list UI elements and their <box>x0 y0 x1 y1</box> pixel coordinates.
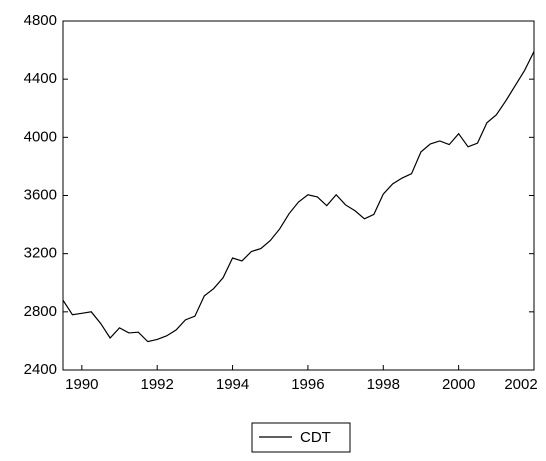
y-tick-label: 2800 <box>24 303 57 320</box>
y-tick-label: 3600 <box>24 186 57 203</box>
x-tick-label: 2002 <box>504 376 537 393</box>
x-tick-label: 1990 <box>65 376 98 393</box>
y-tick-label: 4400 <box>24 70 57 87</box>
y-tick-label: 3200 <box>24 245 57 262</box>
x-tick-label: 1998 <box>367 376 400 393</box>
y-tick-label: 4000 <box>24 128 57 145</box>
x-tick-label: 1996 <box>291 376 324 393</box>
y-tick-label: 2400 <box>24 361 57 378</box>
legend-label: CDT <box>300 429 331 446</box>
x-tick-label: 1994 <box>216 376 249 393</box>
series-line <box>62 51 535 343</box>
plot-frame <box>62 20 535 371</box>
x-tick-label: 2000 <box>442 376 475 393</box>
y-tick-label: 4800 <box>24 12 57 29</box>
x-tick-label: 1992 <box>141 376 174 393</box>
